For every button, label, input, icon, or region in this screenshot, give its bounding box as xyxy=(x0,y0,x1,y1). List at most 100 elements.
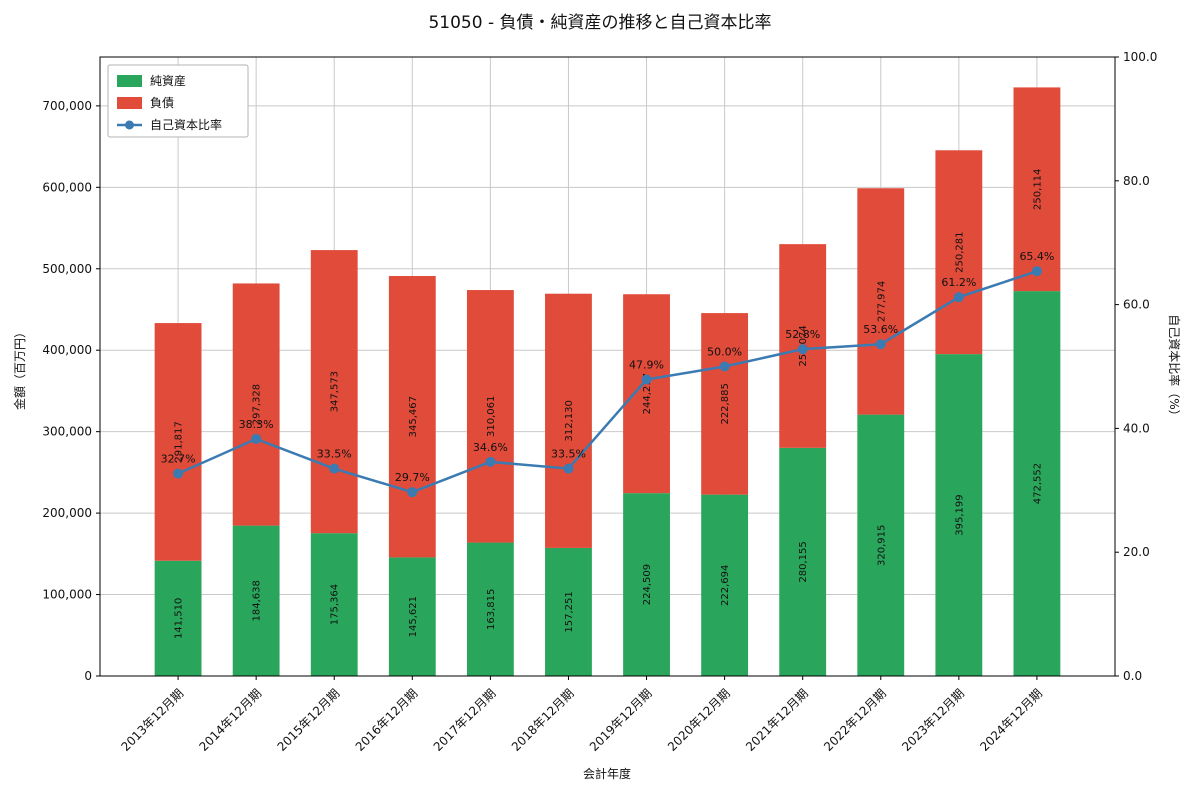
y-tick-label-right: 60.0 xyxy=(1123,298,1150,312)
y-tick-label-left: 500,000 xyxy=(42,262,92,276)
x-axis-label: 会計年度 xyxy=(583,766,631,781)
bar-value-label-liabilities: 312,130 xyxy=(564,400,575,441)
bar-net-assets xyxy=(935,354,983,676)
bar-value-label-net-assets: 320,915 xyxy=(876,525,887,566)
equity-ratio-label: 50.0% xyxy=(707,346,742,359)
bar-net-assets xyxy=(232,525,280,676)
legend-item-equity-ratio: 自己資本比率 xyxy=(117,117,222,132)
y-axis-label-left: 金額（百万円） xyxy=(12,326,27,410)
bar-liabilities xyxy=(466,290,514,543)
bar-value-label-liabilities: 250,281 xyxy=(954,232,965,273)
legend-swatch xyxy=(117,97,142,109)
bar-value-label-net-assets: 175,364 xyxy=(330,584,341,625)
bar-value-label-liabilities: 250,114 xyxy=(1032,169,1043,210)
equity-ratio-label: 34.6% xyxy=(473,441,508,454)
bar-net-assets xyxy=(779,447,827,676)
bar-value-label-liabilities: 297,328 xyxy=(252,384,263,425)
y-axis-label-right: 自己資本比率（%） xyxy=(1167,314,1182,421)
equity-ratio-marker xyxy=(1031,266,1042,277)
plot-border xyxy=(99,56,1116,677)
bar-liabilities xyxy=(154,323,202,561)
y-tick-label-right: 40.0 xyxy=(1123,421,1150,435)
bar-net-assets xyxy=(701,494,749,676)
y-tick-label-left: 0 xyxy=(84,669,92,683)
equity-ratio-marker xyxy=(251,433,262,444)
bar-net-assets xyxy=(1013,291,1061,676)
bar-liabilities xyxy=(701,313,749,495)
equity-ratio-label: 47.9% xyxy=(629,358,664,371)
y-tick-label-right: 100.0 xyxy=(1123,50,1157,64)
bar-net-assets xyxy=(310,533,358,676)
y-tick-label-right: 80.0 xyxy=(1123,174,1150,188)
bar-value-label-net-assets: 224,509 xyxy=(642,564,653,605)
bar-net-assets xyxy=(857,414,905,676)
bars-layer: 141,510 291,817 184,638 297,328 175,364 347,5… xyxy=(154,87,1061,676)
bar-liabilities xyxy=(232,283,280,526)
bar-value-label-liabilities: 291,817 xyxy=(174,421,185,462)
bar-liabilities xyxy=(857,188,905,415)
equity-ratio-marker xyxy=(719,361,730,372)
bar-liabilities xyxy=(1013,87,1061,292)
bar-liabilities xyxy=(545,293,592,548)
equity-ratio-label: 32.7% xyxy=(161,453,196,466)
legend-item-liabilities: 負債 xyxy=(117,95,174,110)
equity-ratio-label: 52.8% xyxy=(785,328,820,341)
equity-ratio-marker xyxy=(485,456,496,467)
equity-ratio-marker xyxy=(329,463,340,474)
bar-value-label-net-assets: 163,815 xyxy=(486,589,497,630)
equity-ratio-marker xyxy=(563,463,574,474)
legend-swatch xyxy=(117,75,142,87)
bar-value-label-liabilities: 310,061 xyxy=(486,396,497,437)
chart-title: 51050 - 負債・純資産の推移と自己資本比率 xyxy=(428,13,771,33)
legend-label: 負債 xyxy=(150,95,174,110)
equity-ratio-marker xyxy=(407,487,418,498)
bar-net-assets xyxy=(388,557,436,676)
equity-ratio-label: 33.5% xyxy=(317,448,352,461)
y-tick-label-right: 0.0 xyxy=(1123,669,1142,683)
bar-net-assets xyxy=(623,493,670,676)
equity-ratio-marker xyxy=(797,344,808,355)
y-tick-label-left: 600,000 xyxy=(42,180,92,194)
equity-ratio-marker xyxy=(641,374,652,385)
bar-value-label-liabilities: 244,217 xyxy=(642,373,653,414)
bar-value-label-liabilities: 277,974 xyxy=(876,281,887,322)
bar-value-label-liabilities: 222,885 xyxy=(720,383,731,424)
legend-label: 純資産 xyxy=(150,73,186,88)
bar-value-label-net-assets: 184,638 xyxy=(252,580,263,621)
y-tick-label-left: 400,000 xyxy=(42,343,92,357)
legend-box xyxy=(107,64,249,138)
bar-value-label-net-assets: 472,552 xyxy=(1032,463,1043,504)
y-tick-label-left: 700,000 xyxy=(42,99,92,113)
equity-ratio-label: 53.6% xyxy=(863,323,898,336)
bar-value-label-net-assets: 157,251 xyxy=(564,591,575,632)
y-tick-label-left: 300,000 xyxy=(42,425,92,439)
equity-ratio-marker xyxy=(953,292,964,303)
equity-ratio-label: 61.2% xyxy=(941,276,976,289)
bar-liabilities xyxy=(310,250,358,534)
equity-ratio-label: 65.4% xyxy=(1019,250,1054,263)
y-tick-label-left: 100,000 xyxy=(42,588,92,602)
legend-marker xyxy=(125,120,134,130)
equity-ratio-label: 33.5% xyxy=(551,448,586,461)
y-tick-label-right: 20.0 xyxy=(1123,545,1150,559)
legend-item-net-assets: 純資産 xyxy=(117,73,186,88)
bar-value-label-net-assets: 145,621 xyxy=(408,596,419,637)
bar-value-label-liabilities: 345,467 xyxy=(408,396,419,437)
bar-net-assets xyxy=(545,547,592,676)
bar-net-assets xyxy=(154,560,202,676)
y-tick-label-left: 200,000 xyxy=(42,506,92,520)
equity-ratio-line-layer: 32.7% 38.3% 33.5% 29.7% 34.6% 33.5% 47.9% 50.0%… xyxy=(161,250,1054,498)
bar-value-label-net-assets: 395,199 xyxy=(954,494,965,535)
bar-value-label-net-assets: 222,694 xyxy=(720,565,731,606)
bar-value-label-net-assets: 280,155 xyxy=(798,541,809,582)
bar-value-label-net-assets: 141,510 xyxy=(174,598,185,639)
bar-net-assets xyxy=(466,542,514,676)
bar-liabilities xyxy=(623,294,670,494)
equity-ratio-label: 29.7% xyxy=(395,471,430,484)
equity-ratio-marker xyxy=(875,339,886,350)
legend-label: 自己資本比率 xyxy=(150,117,222,132)
bar-liabilities xyxy=(388,276,436,558)
